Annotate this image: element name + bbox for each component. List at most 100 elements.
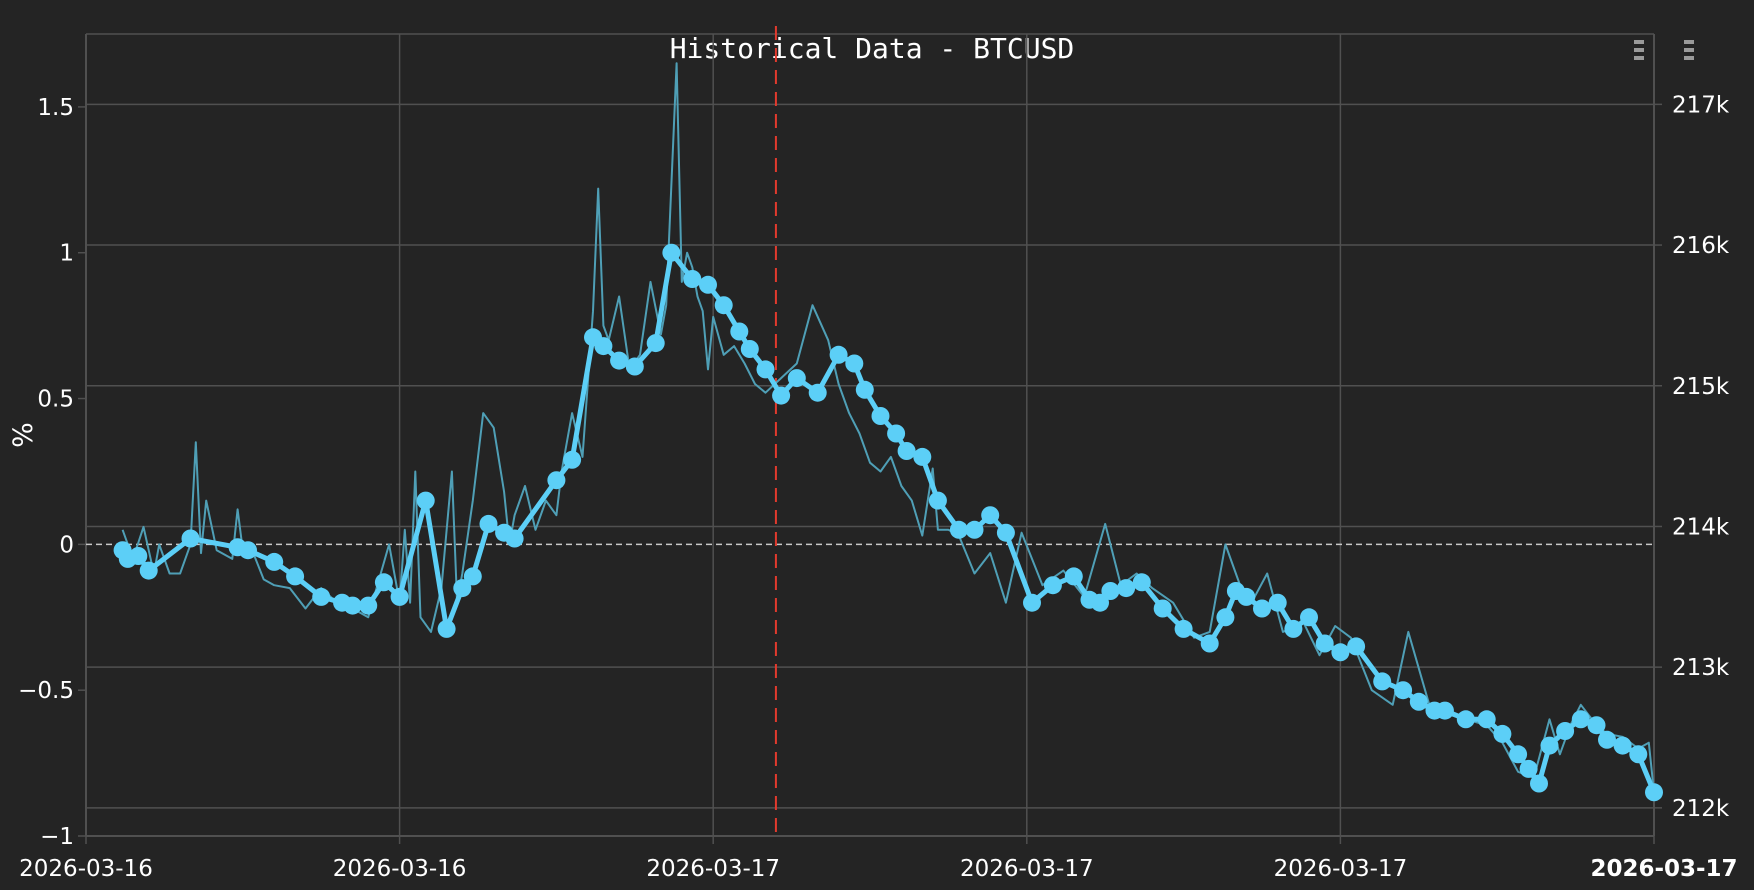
menu-grip-icon[interactable] xyxy=(1634,48,1644,52)
main-series-point xyxy=(965,520,984,539)
main-series-point xyxy=(1132,573,1151,592)
main-series-point xyxy=(1117,579,1136,598)
main-series-point xyxy=(1043,576,1062,595)
menu-grip-icon[interactable] xyxy=(1684,56,1694,60)
main-series-point xyxy=(1435,701,1454,720)
y-right-tick-label: 215k xyxy=(1672,374,1730,400)
main-series-point xyxy=(1284,619,1303,638)
y-right-tick-label: 212k xyxy=(1672,796,1730,822)
main-series-point xyxy=(949,520,968,539)
main-series-point xyxy=(981,506,1000,525)
main-series-point xyxy=(1645,783,1663,802)
main-series-point xyxy=(239,541,257,560)
main-series-point xyxy=(1477,710,1496,729)
main-series-point xyxy=(996,523,1015,542)
main-series-point xyxy=(772,386,791,405)
main-series-point xyxy=(871,407,890,425)
toolbar-grips[interactable] xyxy=(1634,40,1694,60)
main-series-point xyxy=(1519,759,1538,778)
main-series-point xyxy=(1200,634,1219,653)
main-series-point xyxy=(1064,567,1083,586)
y-left-tick-label: 0 xyxy=(59,532,74,558)
main-series-point xyxy=(1571,710,1590,729)
menu-grip-icon[interactable] xyxy=(1634,40,1644,44)
main-series-point xyxy=(1268,593,1287,612)
main-series-point xyxy=(1315,634,1334,653)
y-left-tick-label: −0.5 xyxy=(18,678,74,704)
x-tick-label: 2026-03-16 xyxy=(333,856,467,882)
main-series-point xyxy=(1394,681,1413,700)
main-series-point xyxy=(343,596,362,615)
axes xyxy=(78,26,1662,844)
main-series-point xyxy=(1456,710,1475,729)
tick-labels: 2026-03-16 2026-03-16 2026-03-17 2026-03-17… xyxy=(18,92,1737,882)
main-series-point xyxy=(845,354,864,373)
main-series-point xyxy=(699,275,717,294)
main-series-point xyxy=(928,491,947,510)
main-series-point xyxy=(1613,736,1632,755)
x-tick-label: 2026-03-16 xyxy=(19,856,153,882)
main-series-point xyxy=(1556,722,1575,740)
main-series-point xyxy=(1101,582,1120,600)
main-series-point xyxy=(829,345,848,364)
main-series-point xyxy=(730,322,749,341)
main-series-point xyxy=(265,552,284,571)
main-series-point xyxy=(359,596,378,615)
y-right-tick-label: 213k xyxy=(1672,655,1730,681)
y-left-tick-label: 1.5 xyxy=(37,95,74,121)
main-series-point xyxy=(1216,608,1235,627)
main-series-point xyxy=(1509,745,1528,764)
main-series-point xyxy=(463,567,482,586)
y-right-tick-label: 216k xyxy=(1672,233,1730,259)
main-series-point xyxy=(505,529,524,548)
main-series-point xyxy=(625,357,644,376)
main-series-point xyxy=(1347,637,1366,656)
main-series-point xyxy=(437,619,456,638)
x-tick-label: 2026-03-17 xyxy=(1274,856,1408,882)
main-series-point xyxy=(181,529,200,548)
y-right-tick-label: 217k xyxy=(1672,92,1730,118)
x-tick-label: 2026-03-17 xyxy=(1590,856,1737,882)
main-series-point xyxy=(610,351,629,370)
main-series-point xyxy=(286,567,305,586)
main-series-point xyxy=(855,380,874,399)
main-series-point xyxy=(808,383,827,402)
menu-grip-icon[interactable] xyxy=(1634,56,1644,60)
main-series-point xyxy=(1373,672,1392,691)
main-series-point xyxy=(312,587,331,606)
main-series-point xyxy=(1253,599,1271,618)
main-series-point xyxy=(897,442,916,460)
main-series-point xyxy=(1153,599,1172,618)
main-series-point xyxy=(1300,608,1318,627)
main-series-point xyxy=(740,340,759,358)
main-series-point xyxy=(139,561,158,580)
main-series-point xyxy=(1091,593,1109,612)
main-series-point xyxy=(563,450,582,469)
main-series-point xyxy=(662,243,681,262)
main-series-point xyxy=(887,424,906,443)
main-series-point xyxy=(1530,774,1548,793)
main-series-point xyxy=(390,587,409,606)
main-series-point xyxy=(1409,692,1428,711)
main-series-point xyxy=(1331,643,1350,662)
chart-title: Historical Data - BTCUSD xyxy=(670,32,1075,65)
grid xyxy=(85,34,1655,836)
main-series-point xyxy=(453,579,472,598)
main-series-point xyxy=(129,547,148,565)
main-series-point xyxy=(787,369,806,388)
series xyxy=(113,62,1663,802)
y-left-tick-label: 0.5 xyxy=(37,387,74,413)
menu-grip-icon[interactable] xyxy=(1684,48,1694,52)
x-tick-label: 2026-03-17 xyxy=(646,856,780,882)
main-series-point xyxy=(1629,745,1648,764)
main-series-point xyxy=(1023,593,1041,612)
main-series-point xyxy=(594,337,613,356)
main-series-point xyxy=(1237,587,1256,606)
main-series-line xyxy=(120,250,1657,795)
main-series-point xyxy=(479,514,498,533)
menu-grip-icon[interactable] xyxy=(1684,40,1694,44)
main-series-point xyxy=(547,471,566,490)
main-series-point xyxy=(756,360,775,379)
main-series-point xyxy=(1587,716,1606,735)
